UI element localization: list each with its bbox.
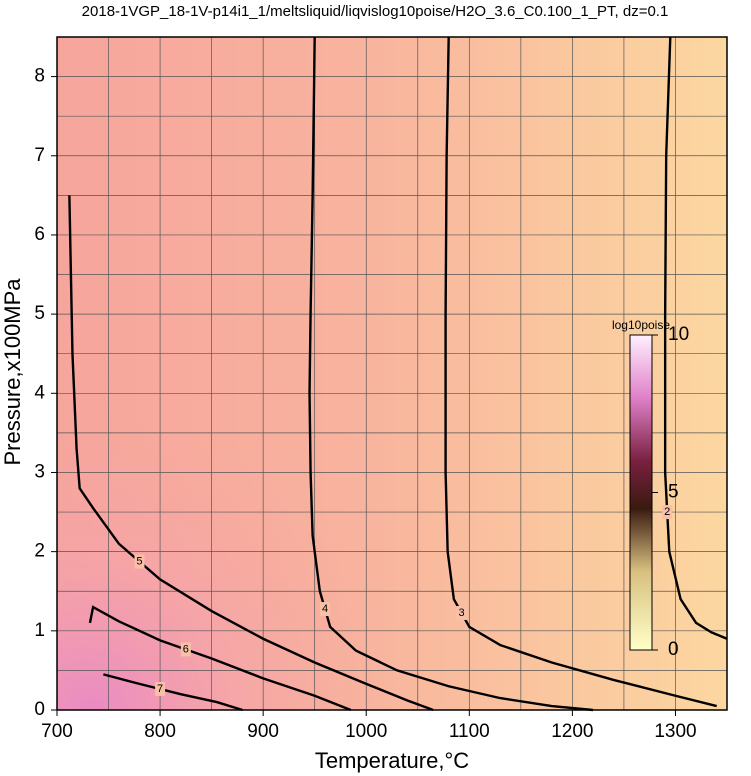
colorbar-label: log10poise	[612, 318, 670, 332]
x-tick-label: 1200	[551, 721, 593, 742]
y-axis-label: Pressure,x100MPa	[0, 278, 25, 466]
plot-shading	[57, 37, 727, 710]
x-tick-label: 800	[144, 721, 176, 742]
y-tick-label: 5	[34, 303, 45, 324]
y-tick-label: 8	[34, 66, 45, 87]
contour-label-bg	[134, 554, 145, 569]
contour-label: 5	[136, 555, 142, 567]
y-tick-label: 4	[34, 382, 45, 403]
x-axis-label: Temperature,°C	[315, 748, 469, 773]
x-tick-label: 700	[41, 721, 73, 742]
y-tick-label: 6	[34, 224, 45, 245]
x-tick-label: 1100	[449, 721, 490, 742]
contour-label-bg	[456, 606, 467, 621]
contour-label: 3	[459, 607, 465, 619]
y-tick-label: 2	[34, 541, 45, 562]
colorbar	[629, 334, 653, 651]
contour-label-bg	[180, 642, 191, 657]
y-tick-label: 7	[34, 145, 45, 166]
contour-line	[103, 673, 243, 712]
contour-label: 2	[664, 506, 670, 518]
plot-frame	[56, 36, 728, 711]
y-tick-label: 0	[34, 699, 45, 720]
colorbar-tick-label: 0	[668, 639, 679, 660]
y-tick-label: 3	[34, 461, 45, 482]
contour-label-bg	[662, 505, 673, 520]
contour-label-bg	[155, 682, 166, 697]
colorbar-tick-label: 10	[668, 324, 689, 345]
x-tick-label: 1000	[345, 721, 387, 742]
contour-line	[663, 36, 728, 640]
chart-title: 2018-1VGP_18-1V-p14i1_1/meltsliquid/liqv…	[82, 3, 669, 20]
contour-label-bg	[320, 602, 330, 617]
y-tick-label: 1	[34, 620, 45, 641]
contour-label: 6	[183, 643, 189, 655]
contour-label: 4	[322, 603, 328, 615]
x-tick-label: 900	[247, 721, 279, 742]
contour-label: 7	[157, 683, 163, 695]
contour-line	[68, 195, 434, 712]
colorbar-tick-label: 5	[668, 482, 679, 503]
x-tick-label: 1300	[654, 721, 696, 742]
